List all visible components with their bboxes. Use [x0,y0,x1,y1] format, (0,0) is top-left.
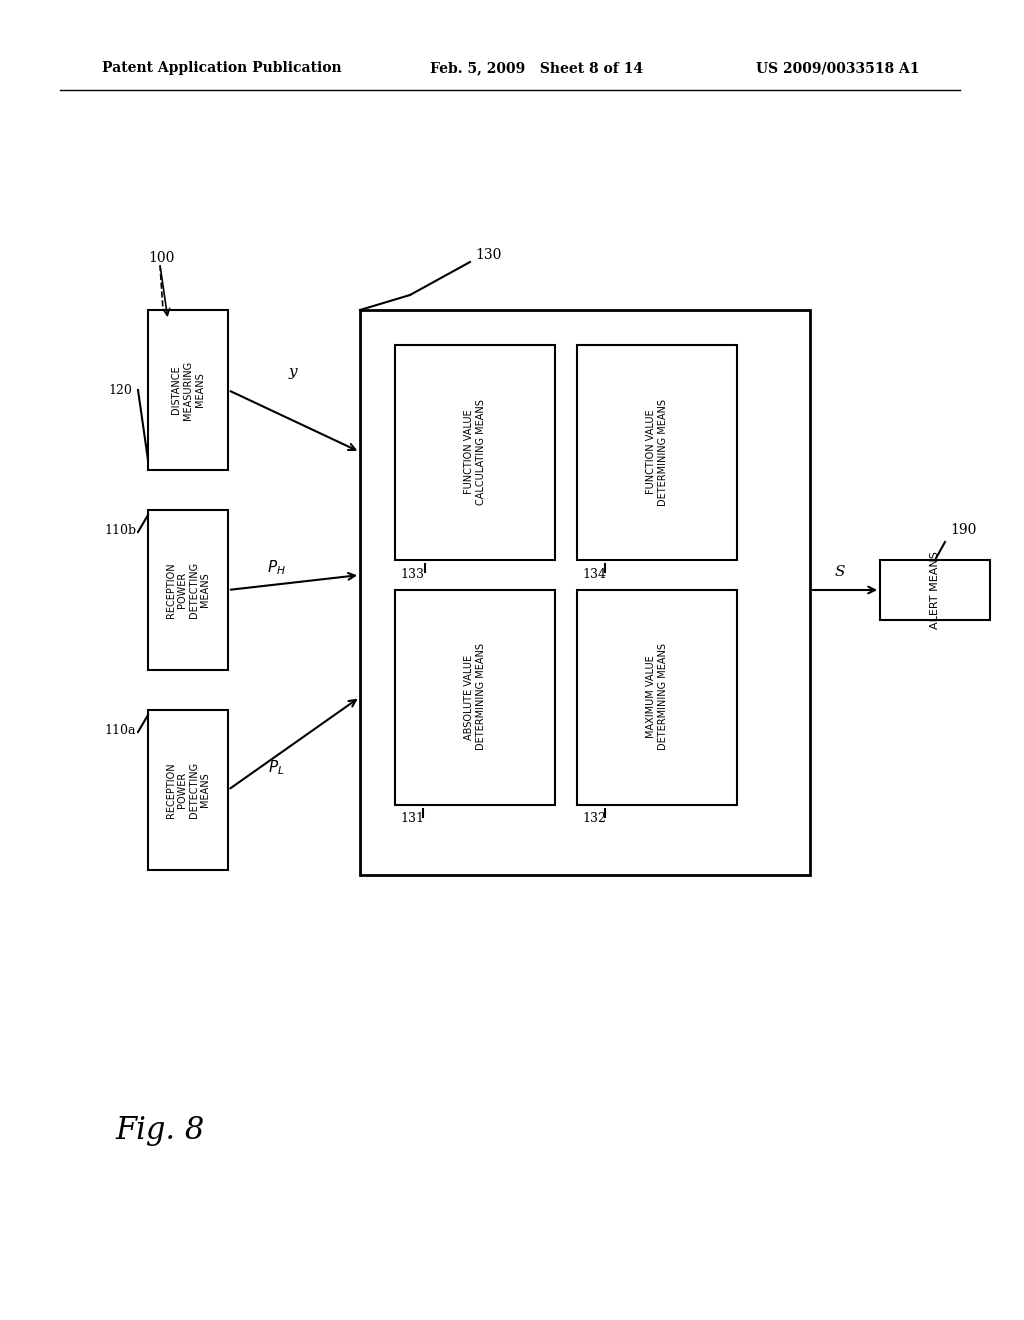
Text: DISTANCE
MEASURING
MEANS: DISTANCE MEASURING MEANS [171,360,205,420]
Text: 190: 190 [950,523,976,537]
Text: MAXIMUM VALUE
DETERMINING MEANS: MAXIMUM VALUE DETERMINING MEANS [646,644,668,751]
Text: 110a: 110a [104,723,136,737]
Text: RECEPTION
POWER
DETECTING
MEANS: RECEPTION POWER DETECTING MEANS [166,762,210,818]
Text: 130: 130 [475,248,502,261]
Bar [148,310,228,470]
Text: ABSOLUTE VALUE
DETERMINING MEANS: ABSOLUTE VALUE DETERMINING MEANS [464,644,485,751]
Bar [577,590,737,805]
Text: 133: 133 [400,568,424,581]
Text: Feb. 5, 2009   Sheet 8 of 14: Feb. 5, 2009 Sheet 8 of 14 [430,61,643,75]
Text: US 2009/0033518 A1: US 2009/0033518 A1 [757,61,920,75]
Bar [148,710,228,870]
Text: S: S [835,565,845,579]
Bar [395,590,555,805]
Bar [395,345,555,560]
Text: FUNCTION VALUE
CALCULATING MEANS: FUNCTION VALUE CALCULATING MEANS [464,399,485,506]
Bar [360,310,810,875]
Text: y: y [289,366,297,379]
Text: 134: 134 [582,568,606,581]
Bar [577,345,737,560]
Text: ALERT MEANS: ALERT MEANS [930,550,940,628]
Text: 132: 132 [582,813,606,825]
Bar [880,560,990,620]
Text: 120: 120 [109,384,132,396]
Text: RECEPTION
POWER
DETECTING
MEANS: RECEPTION POWER DETECTING MEANS [166,562,210,618]
Text: 131: 131 [400,813,424,825]
Bar [148,510,228,671]
Text: $P_H$: $P_H$ [266,558,286,577]
Text: 100: 100 [148,251,174,265]
Text: Fig. 8: Fig. 8 [115,1114,204,1146]
Text: $P_L$: $P_L$ [267,759,285,777]
Text: FUNCTION VALUE
DETERMINING MEANS: FUNCTION VALUE DETERMINING MEANS [646,399,668,506]
Text: Patent Application Publication: Patent Application Publication [102,61,342,75]
Text: 110b: 110b [104,524,136,536]
